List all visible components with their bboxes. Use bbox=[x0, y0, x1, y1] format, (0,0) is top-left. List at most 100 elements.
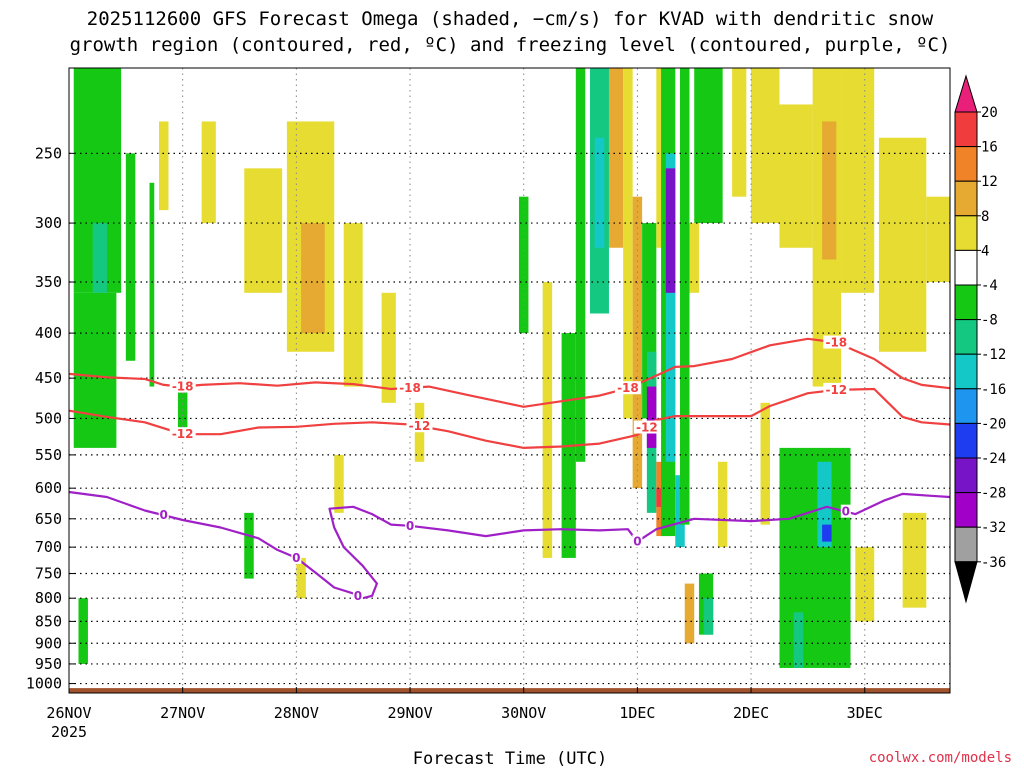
omega-cell-1 bbox=[73, 292, 117, 448]
omega-cell-45 bbox=[779, 104, 813, 248]
contour-label-bg bbox=[291, 550, 302, 564]
y-tick-label-550: 550 bbox=[35, 446, 62, 464]
colorbar: 20 16 12 8 4 -4 -8 -12 -16 -20 -24 -28 -32 -36 bbox=[954, 74, 1006, 604]
contour-label-bg bbox=[397, 380, 424, 394]
omega-cell-23 bbox=[594, 137, 605, 248]
omega-cell-6 bbox=[158, 121, 169, 211]
omega-cell-39 bbox=[689, 223, 699, 293]
y-tick-label-900: 900 bbox=[35, 634, 62, 652]
x-tick-label-28NOV: 28NOV bbox=[274, 704, 319, 722]
temperature-contours: -18 -18 -18 -18 -12 -12 -12 -12 0 0 0 0 0 0 bbox=[68, 335, 951, 603]
contour-label-1-2: -12 bbox=[636, 421, 658, 435]
contour-label-1-0: -12 bbox=[172, 427, 194, 441]
contour-label-2-1: 0 bbox=[292, 551, 300, 565]
colorbar-tick-label-12: -32 bbox=[981, 520, 1006, 536]
contour-label-bg bbox=[632, 534, 643, 548]
y-tick-label-1000: 1000 bbox=[26, 675, 62, 693]
colorbar-tick-label-13: -36 bbox=[981, 555, 1006, 571]
omega-cell-48 bbox=[841, 68, 875, 293]
y-tick-label-650: 650 bbox=[35, 510, 62, 528]
colorbar-bin-10 bbox=[954, 422, 978, 459]
colorbar-bin-3 bbox=[954, 180, 978, 217]
colorbar-bin-4 bbox=[954, 215, 978, 251]
omega-cell-53 bbox=[822, 524, 832, 542]
y-tick-label-400: 400 bbox=[35, 324, 62, 342]
chart-title-line-1: 2025112600 GFS Forecast Omega (shaded, −… bbox=[87, 8, 934, 30]
omega-cell-21 bbox=[575, 68, 586, 462]
omega-cell-57 bbox=[760, 402, 771, 525]
x-tick-label-30NOV: 30NOV bbox=[501, 704, 546, 722]
y-tick-label-500: 500 bbox=[35, 409, 62, 427]
plot-area: -18 -18 -18 -18 -12 -12 -12 -12 0 0 0 0 0 0 250 300 350… bbox=[26, 67, 951, 741]
colorbar-bin-2 bbox=[954, 146, 978, 182]
y-tick-label-950: 950 bbox=[35, 655, 62, 673]
omega-cell-40 bbox=[694, 68, 723, 224]
y-tick-label-300: 300 bbox=[35, 214, 62, 232]
omega-cell-19 bbox=[542, 282, 553, 558]
colorbar-bin-11 bbox=[954, 457, 978, 494]
omega-cell-12 bbox=[381, 292, 396, 403]
omega-cell-24 bbox=[608, 68, 624, 248]
colorbar-tick-label-9: -20 bbox=[981, 416, 1006, 432]
colorbar-bin-6 bbox=[954, 284, 978, 321]
y-tick-label-750: 750 bbox=[35, 565, 62, 583]
surface-band bbox=[69, 688, 950, 693]
omega-cell-17 bbox=[334, 454, 344, 513]
omega-cell-2 bbox=[92, 223, 107, 293]
omega-cell-56 bbox=[902, 512, 927, 608]
y-axis-ticks: 250 300 350 400 450 500 550 600 650 700 750 800 850 9… bbox=[26, 144, 75, 693]
contour-label-1-3: -12 bbox=[825, 383, 847, 397]
contour-label-bg bbox=[352, 588, 363, 602]
contour-label-1-1: -12 bbox=[409, 419, 431, 433]
omega-shading bbox=[73, 68, 950, 668]
omega-cell-55 bbox=[855, 547, 875, 622]
credit-text[interactable]: coolwx.com/models bbox=[869, 750, 1012, 766]
omega-cell-8 bbox=[244, 168, 283, 293]
omega-cell-3 bbox=[78, 598, 88, 664]
contour-label-bg bbox=[158, 508, 169, 522]
x-tick-sublabel-year: 2025 bbox=[51, 723, 87, 741]
x-axis-label: Forecast Time (UTC) bbox=[413, 749, 607, 768]
omega-cell-18 bbox=[518, 196, 529, 334]
colorbar-bin-9 bbox=[954, 388, 978, 424]
colorbar-bottom-arrow bbox=[954, 561, 978, 604]
contour-label-bg bbox=[169, 379, 196, 393]
contour-label-bg bbox=[823, 335, 850, 349]
contour-label-0-3: -18 bbox=[825, 336, 847, 350]
omega-cell-29 bbox=[646, 386, 657, 448]
colorbar-bin-5 bbox=[954, 249, 978, 286]
y-tick-label-350: 350 bbox=[35, 273, 62, 291]
y-tick-label-700: 700 bbox=[35, 538, 62, 556]
colorbar-tick-label-1: 16 bbox=[981, 140, 998, 156]
omega-cell-14 bbox=[244, 512, 254, 579]
omega-cell-54 bbox=[793, 612, 804, 668]
omega-cell-13 bbox=[414, 402, 425, 462]
x-tick-label-1DEC: 1DEC bbox=[619, 704, 655, 722]
omega-cell-4 bbox=[125, 153, 136, 361]
omega-cell-25 bbox=[623, 68, 633, 419]
colorbar-tick-label-3: 8 bbox=[981, 209, 989, 225]
colorbar-tick-label-5: -4 bbox=[981, 278, 998, 294]
omega-cell-42 bbox=[703, 598, 714, 635]
omega-cell-49 bbox=[878, 137, 927, 352]
contour-label-2-4: 0 bbox=[633, 535, 641, 549]
colorbar-tick-label-4: 4 bbox=[981, 243, 989, 259]
x-tick-label-29NOV: 29NOV bbox=[387, 704, 432, 722]
omega-cell-16 bbox=[296, 557, 306, 599]
contour-label-0-0: -18 bbox=[172, 380, 194, 394]
y-tick-label-450: 450 bbox=[35, 369, 62, 387]
colorbar-tick-label-6: -8 bbox=[981, 313, 998, 329]
plot-frame bbox=[68, 67, 951, 694]
contour-label-0-1: -18 bbox=[399, 381, 421, 395]
contour-label-2-5: 0 bbox=[842, 505, 850, 519]
contour-label-bg bbox=[840, 504, 851, 518]
colorbar-tick-label-0: 20 bbox=[981, 105, 998, 121]
omega-cell-11 bbox=[343, 223, 363, 387]
chart-title-line-2: growth region (contoured, red, ºC) and f… bbox=[70, 34, 951, 56]
omega-cell-44 bbox=[751, 68, 780, 224]
x-tick-label-3DEC: 3DEC bbox=[847, 704, 883, 722]
colorbar-bin-7 bbox=[954, 319, 978, 355]
omega-cell-26 bbox=[632, 196, 643, 489]
